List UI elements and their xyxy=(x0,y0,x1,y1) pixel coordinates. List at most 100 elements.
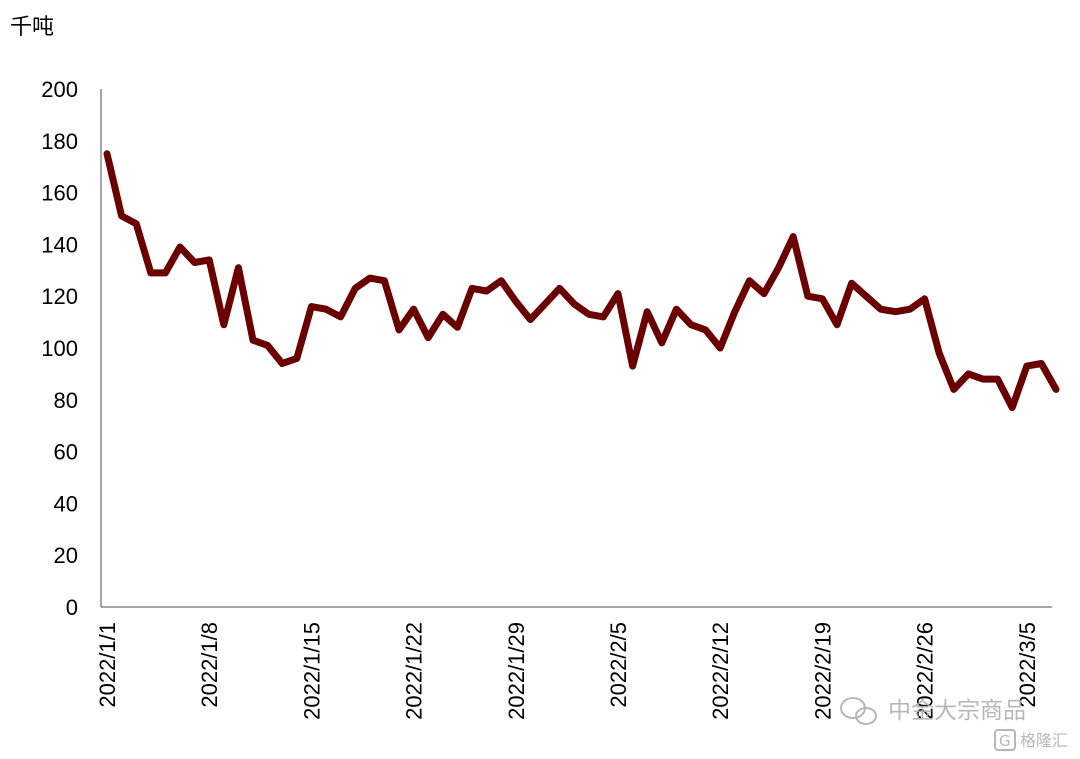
data-point xyxy=(572,302,576,306)
data-point xyxy=(835,323,839,327)
data-point xyxy=(397,328,401,332)
data-point xyxy=(266,343,270,347)
data-point xyxy=(382,279,386,283)
data-point xyxy=(660,341,664,345)
data-point xyxy=(1039,362,1043,365)
data-point xyxy=(295,356,299,360)
data-point xyxy=(674,307,678,311)
g-logo-icon: G xyxy=(994,729,1016,751)
x-tick-label: 2022/2/19 xyxy=(810,622,835,720)
data-point xyxy=(820,297,824,301)
data-point xyxy=(704,328,708,332)
data-point xyxy=(689,323,693,327)
data-point xyxy=(149,271,153,275)
y-tick-label: 200 xyxy=(41,77,78,102)
data-point xyxy=(996,377,1000,381)
data-point xyxy=(1025,364,1029,368)
y-tick-label: 80 xyxy=(54,388,78,413)
data-point xyxy=(923,297,927,301)
data-point xyxy=(499,279,503,283)
data-point xyxy=(791,235,795,239)
data-point xyxy=(353,286,357,290)
data-point xyxy=(747,279,751,283)
data-point xyxy=(222,323,226,327)
data-point xyxy=(426,336,430,340)
data-point xyxy=(850,281,854,285)
data-point xyxy=(733,310,737,314)
data-point xyxy=(120,214,124,218)
x-tick-label: 2022/1/1 xyxy=(95,622,120,708)
data-point xyxy=(543,302,547,306)
y-tick-label: 140 xyxy=(41,232,78,257)
data-point xyxy=(528,318,532,321)
data-point xyxy=(514,299,518,303)
data-point xyxy=(455,325,459,329)
data-point xyxy=(1054,387,1058,391)
data-point xyxy=(470,286,474,290)
data-point xyxy=(412,307,416,311)
y-tick-label: 40 xyxy=(54,491,78,516)
data-point xyxy=(1010,406,1014,410)
data-point xyxy=(309,305,313,309)
data-point xyxy=(631,364,635,368)
data-point xyxy=(587,312,591,316)
data-point xyxy=(324,307,328,311)
data-point xyxy=(908,307,912,311)
series-line xyxy=(103,150,1060,412)
data-point xyxy=(601,315,605,319)
series-group xyxy=(103,150,1060,412)
data-point xyxy=(645,310,649,314)
y-tick-label: 0 xyxy=(66,595,78,620)
data-point xyxy=(441,312,445,316)
data-point xyxy=(207,258,211,262)
x-tick-label: 2022/1/15 xyxy=(299,622,324,720)
data-point xyxy=(937,351,941,355)
data-point xyxy=(879,307,883,311)
data-point xyxy=(236,266,240,270)
x-tick-label: 2022/1/22 xyxy=(402,622,427,720)
data-point xyxy=(251,338,255,342)
data-point xyxy=(163,271,167,275)
data-point xyxy=(952,387,956,391)
x-tick-label: 2022/2/26 xyxy=(913,622,938,720)
y-tick-label: 160 xyxy=(41,181,78,206)
axes xyxy=(100,89,1052,608)
data-point xyxy=(339,315,343,319)
data-point xyxy=(105,152,109,156)
data-point xyxy=(134,222,138,226)
data-point xyxy=(864,294,868,298)
x-tick-labels: 2022/1/1 2022/1/8 2022/1/15 2022/1/22 2022/1… xyxy=(95,622,1040,720)
x-tick-label: 2022/3/5 xyxy=(1015,622,1040,708)
data-point xyxy=(777,266,781,270)
y-tick-label: 20 xyxy=(54,543,78,568)
data-point xyxy=(558,286,562,290)
data-point xyxy=(806,294,810,298)
data-point xyxy=(368,276,372,280)
data-point xyxy=(893,310,897,314)
y-tick-label: 100 xyxy=(41,336,78,361)
data-point xyxy=(485,289,489,293)
y-tick-label: 180 xyxy=(41,129,78,154)
watermark-text: 中金大宗商品 xyxy=(888,698,1026,724)
x-tick-label: 2022/2/5 xyxy=(606,622,631,708)
watermark-logo-text: 格隆汇 xyxy=(1020,731,1068,750)
data-point xyxy=(178,245,182,249)
data-point xyxy=(966,372,970,376)
x-tick-label: 2022/1/29 xyxy=(504,622,529,720)
data-point xyxy=(193,261,197,264)
svg-text:G: G xyxy=(999,732,1011,750)
data-point xyxy=(280,362,284,365)
y-tick-label: 60 xyxy=(54,440,78,465)
data-point xyxy=(718,346,722,350)
watermark: 中金大宗商品 G 格隆汇 xyxy=(840,697,1068,751)
data-point xyxy=(762,292,766,296)
wechat-icon xyxy=(840,697,877,725)
y-tick-labels: 0 20 40 60 80 100 120 140 160 180 200 xyxy=(41,77,78,620)
data-point xyxy=(616,292,620,296)
x-tick-label: 2022/2/12 xyxy=(708,622,733,720)
data-point xyxy=(981,377,985,381)
y-unit-label: 千吨 xyxy=(10,15,54,40)
y-tick-label: 120 xyxy=(41,284,78,309)
x-tick-label: 2022/1/8 xyxy=(197,622,222,708)
